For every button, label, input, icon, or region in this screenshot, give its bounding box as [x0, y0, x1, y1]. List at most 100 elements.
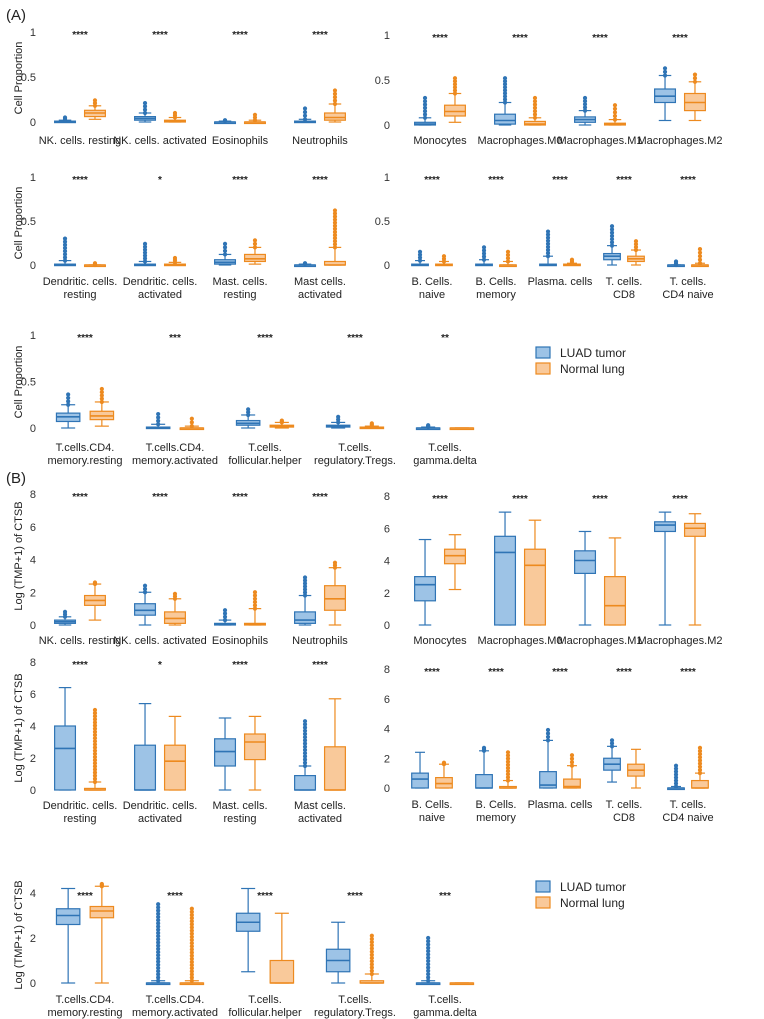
panel-2-cat-2-tumor-outlier — [502, 100, 508, 105]
panel-8-cat-4-tumor-outlier — [302, 754, 308, 759]
panel-8-cat-1-normal-outlier — [92, 732, 98, 738]
panel-3-cat-4-normal-outlier — [332, 214, 338, 219]
panel-4-cat-2-label: memory — [476, 289, 516, 301]
panel-8-ytick: 6 — [30, 689, 36, 701]
panel-10-cat-2-tumor-outlier — [156, 902, 161, 907]
panel-9-cat-1-significance: **** — [424, 667, 440, 678]
panel-4-cat-4-tumor-outlier — [609, 240, 615, 245]
panel-3-cat-4-normal-outlier — [332, 223, 338, 228]
panel-7-cat-3-label: Macrophages.M1 — [558, 635, 643, 647]
panel-9-cat-5-normal-outlier — [697, 771, 703, 776]
panel-6-cat-3-tumor-outlier — [222, 614, 228, 619]
panel-5-cat-5-label: T.cells. — [428, 442, 462, 454]
panel-1-cat-4-tumor-outlier — [302, 106, 308, 111]
panel-7-cat-1-normal-box — [443, 548, 466, 565]
panel-6-cat-2-tumor-box — [134, 603, 157, 616]
panel-8-cat-2-normal-box — [163, 744, 186, 791]
panel-9-cat-3-tumor-outlier — [545, 738, 551, 743]
panel-5-cat-1-tumor-outlier — [66, 395, 71, 401]
panel-3-cat-4-normal-outlier — [332, 220, 338, 225]
panel-2-cat-4-tumor-outlier — [662, 69, 668, 74]
panel-9-cat-5-tumor-outlier — [673, 766, 679, 771]
panel-8-ytick: 4 — [30, 721, 36, 733]
legend-1-normal-swatch — [535, 362, 551, 375]
panel-4-cat-4-tumor-outlier — [609, 233, 615, 239]
panel-2-cat-1-normal-outlier — [452, 82, 458, 87]
panel-8-cat-1-normal-outlier — [92, 707, 98, 713]
panel-3-cat-4-normal-outlier — [332, 239, 338, 244]
panel-5-cat-4-label: regulatory.Tregs. — [314, 455, 396, 467]
panel-10-cat-2-normal-outlier — [189, 922, 194, 927]
panel-2-cat-4-normal-outlier — [692, 72, 698, 77]
panel-4-cat-5-label: T. cells. — [670, 276, 707, 288]
panel-10-cat-2-normal-outlier — [189, 947, 194, 952]
panel-1-cat-2-label: NK. cells. activated — [113, 135, 207, 147]
panel-6-cat-1-tumor-outlier — [62, 609, 68, 615]
panel-3-cat-3-label: Mast. cells. — [212, 276, 267, 288]
panel-9-cat-2-tumor-box — [475, 774, 493, 789]
legend-2-normal-label: Normal lung — [560, 896, 625, 910]
panel-8-cat-1-normal-outlier — [92, 776, 98, 781]
panel-7-cat-4-significance: **** — [672, 494, 688, 505]
panel-6-cat-2-normal-box — [163, 611, 186, 624]
panel-8-cat-4-tumor-outlier — [302, 747, 308, 753]
panel-9-cat-5-tumor-outlier — [673, 769, 679, 774]
panel-10-cat-2-tumor-outlier — [156, 975, 161, 980]
panel-8-cat-2-tumor-box — [134, 744, 157, 791]
panel-5-cat-2-tumor-outlier — [156, 415, 161, 420]
panel-3-cat-1-tumor-outlier — [62, 249, 68, 254]
panel-8-cat-3-significance: **** — [232, 660, 248, 671]
panel-5-cat-2-normal-outlier — [189, 420, 194, 425]
panel-9-cat-4-tumor-outlier — [609, 744, 615, 749]
panel-10-cat-2-tumor-outlier — [156, 908, 161, 913]
panel-10-ytick: 4 — [30, 888, 36, 900]
panel-10-cat-4-normal-outlier — [369, 940, 374, 945]
panel-1-cat-3-normal-outlier — [252, 112, 258, 117]
panel-9-ytick: 0 — [384, 783, 390, 795]
panel-1-cat-1-label: NK. cells. resting — [39, 135, 122, 147]
panel-1-cat-2-tumor-outlier — [142, 110, 148, 116]
panel-9-cat-3-tumor-outlier — [545, 727, 551, 733]
panel-4-cat-3-significance: **** — [552, 175, 568, 186]
panel-9-cat-5-normal-outlier — [697, 745, 703, 750]
panel-8-cat-1-normal-outlier — [92, 751, 98, 756]
panel-4-cat-1-tumor-outlier — [417, 249, 423, 254]
panel-10-cat-4-normal-outlier — [369, 936, 374, 942]
panel-3-cat-1-tumor-outlier — [62, 236, 68, 241]
panel-8-cat-4-tumor-outlier — [302, 725, 308, 730]
panel-1-cat-2-tumor-outlier — [142, 101, 148, 106]
panel-4-cat-3-tumor-outlier — [545, 241, 551, 246]
panel-10-cat-5-tumor-outlier — [426, 965, 431, 970]
panel-4-cat-2-normal-outlier — [505, 252, 511, 258]
panel-2-cat-2-tumor-outlier — [502, 79, 508, 84]
panel-3-cat-2-label: activated — [138, 289, 182, 301]
panel-6-cat-2-normal-outlier — [172, 591, 178, 596]
panel-10-cat-5-tumor-outlier — [426, 958, 431, 964]
panel-9-cat-2-normal-outlier — [505, 775, 511, 780]
panel-8-cat-3-normal-box — [243, 733, 266, 761]
panel-4-cat-3-tumor-outlier — [545, 247, 551, 253]
panel-3-cat-2-tumor-outlier — [142, 244, 148, 249]
panel-9-cat-2-normal-outlier — [505, 750, 511, 755]
panel-10-cat-2-tumor-outlier — [156, 943, 161, 948]
panel-8-cat-1-normal-outlier — [92, 779, 98, 785]
panel-5-cat-3-significance: **** — [257, 333, 273, 344]
panel-10-cat-1-normal-outlier — [99, 881, 104, 887]
panel-10-cat-4-normal-outlier — [369, 962, 374, 967]
panel-9-cat-2-label: B. Cells. — [476, 799, 517, 811]
panel-7-ytick: 8 — [384, 491, 390, 503]
panel-6-cat-4-significance: **** — [312, 492, 328, 503]
panel-10-cat-1-label: T.cells.CD4. — [56, 994, 115, 1006]
panel-10-cat-4-normal-outlier — [369, 946, 374, 951]
panel-4-cat-2-normal-outlier — [505, 256, 511, 261]
panel-8-cat-1-normal-outlier — [92, 720, 98, 725]
panel-8-cat-1-normal-outlier — [92, 767, 98, 772]
panel-10-ylabel: Log (TMP+1) of CTSB — [13, 880, 25, 989]
panel-10-cat-3-label: T.cells. — [248, 994, 282, 1006]
panel-4-cat-5-normal-outlier — [697, 247, 703, 252]
panel-7-cat-1-label: Monocytes — [413, 635, 467, 647]
panel-8-cat-1-normal-outlier — [92, 754, 98, 760]
panel-10-cat-2-tumor-outlier — [156, 946, 161, 951]
panel-5-cat-2-label: T.cells.CD4. — [146, 442, 205, 454]
panel-9-cat-1-tumor-box — [411, 772, 429, 789]
